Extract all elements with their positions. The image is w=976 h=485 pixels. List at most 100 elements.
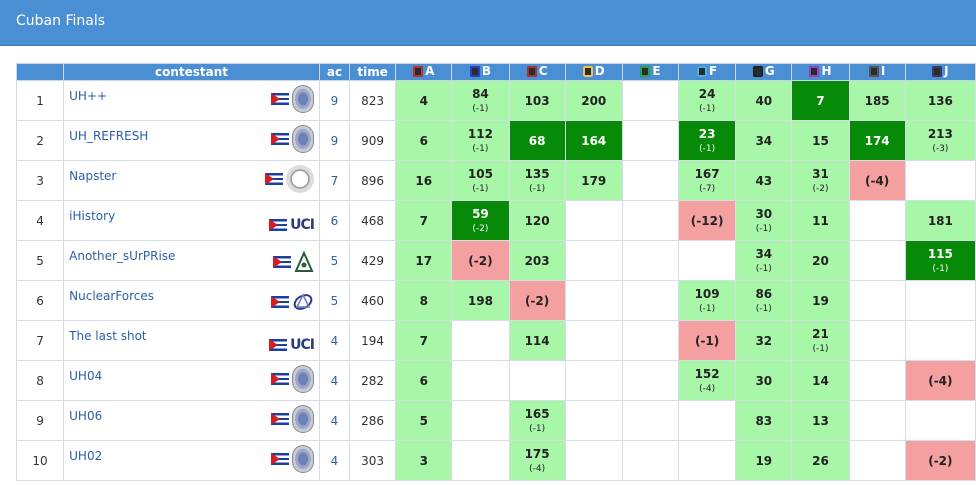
problem-cell-g[interactable]: 30 [735, 360, 793, 401]
problem-cell-g[interactable]: 30 (-1) [735, 200, 793, 241]
problem-cell-i[interactable]: 174 [848, 120, 906, 161]
problem-cell-f[interactable]: 24 (-1) [678, 80, 737, 121]
problem-cell-b[interactable]: (-2) [451, 240, 510, 281]
problem-cell-a[interactable]: 3 [395, 440, 453, 481]
problem-cell-j[interactable]: (-4) [904, 360, 976, 401]
problem-cell-f[interactable]: 109 (-1) [678, 280, 737, 321]
problem-cell-b[interactable]: 105 (-1) [451, 160, 510, 201]
time-header[interactable]: time [349, 63, 397, 81]
contestant-cell: The last shot UCI [63, 320, 320, 361]
problem-cell-f[interactable]: (-1) [678, 320, 737, 361]
problem-cell-d[interactable]: 179 [564, 160, 623, 201]
problem-cell-j[interactable]: 213 (-3) [904, 120, 976, 161]
contestant-name-link[interactable]: UH06 [69, 409, 103, 423]
problem-cell-d[interactable]: 164 [564, 120, 623, 161]
cuba-flag-icon [270, 133, 289, 145]
problem-cell-c[interactable]: 114 [508, 320, 566, 361]
problem-cell-b[interactable]: 59 (-2) [451, 200, 510, 241]
problem-cell-a[interactable]: 7 [395, 320, 453, 361]
problem-cell-c[interactable]: (-2) [508, 280, 566, 321]
problem-cell-f[interactable]: (-12) [678, 200, 737, 241]
problem-cell-g[interactable]: 32 [735, 320, 793, 361]
solve-time: 40 [755, 93, 773, 108]
problem-cell-b[interactable]: 198 [451, 280, 510, 321]
problem-cell-g[interactable]: 86 (-1) [735, 280, 793, 321]
contestant-name-link[interactable]: UH++ [69, 89, 108, 103]
problem-header-d[interactable]: D [564, 63, 623, 81]
problem-cell-d[interactable]: 200 [564, 80, 623, 121]
problem-header-f[interactable]: F [678, 63, 737, 81]
problem-cell-f[interactable]: 23 (-1) [678, 120, 737, 161]
problem-cell-c[interactable]: 135 (-1) [508, 160, 566, 201]
problem-label: D [594, 64, 605, 79]
problem-cell-h[interactable]: 11 [791, 200, 850, 241]
problem-cell-h[interactable]: 13 [791, 400, 850, 441]
problem-cell-h[interactable]: 31 (-2) [791, 160, 850, 201]
problem-cell-j[interactable]: 181 [904, 200, 976, 241]
balloon-icon [413, 65, 424, 77]
problem-header-g[interactable]: G [735, 63, 793, 81]
problem-cell-c[interactable]: 165 (-1) [508, 400, 566, 441]
attempts-count: (-1) [472, 143, 489, 154]
problem-cell-h[interactable]: 14 [791, 360, 850, 401]
contestant-name-link[interactable]: Another_sUrPRise [69, 249, 176, 263]
problem-cell-g[interactable]: 19 [735, 440, 793, 481]
problem-cell-j[interactable]: 115 (-1) [904, 240, 976, 281]
problem-header-h[interactable]: H [791, 63, 850, 81]
problem-cell-h[interactable]: 7 [791, 80, 850, 121]
problem-cell-a[interactable]: 16 [395, 160, 453, 201]
contestant-name-link[interactable]: iHistory [69, 209, 116, 223]
problem-cell-a[interactable]: 4 [395, 80, 453, 121]
problem-cell-b[interactable]: 112 (-1) [451, 120, 510, 161]
problem-cell-g[interactable]: 34 [735, 120, 793, 161]
problem-cell-c[interactable]: 203 [508, 240, 566, 281]
problem-cell-a[interactable]: 8 [395, 280, 453, 321]
problem-cell-h[interactable]: 20 [791, 240, 850, 281]
problem-cell-h[interactable]: 21 (-1) [791, 320, 850, 361]
contestant-cell: UH04 [63, 360, 320, 401]
problem-cell-c[interactable]: 175 (-4) [508, 440, 566, 481]
problem-cell-h[interactable]: 26 [791, 440, 850, 481]
rank-cell: 5 [15, 240, 65, 281]
problem-cell-i[interactable]: 185 [848, 80, 906, 121]
problem-cell-a[interactable]: 17 [395, 240, 453, 281]
ac-header[interactable]: ac [318, 63, 351, 81]
problem-cell-a[interactable]: 7 [395, 200, 453, 241]
problem-cell-j[interactable]: (-2) [904, 440, 976, 481]
contestant-name-link[interactable]: UH_REFRESH [69, 129, 149, 143]
problem-cell-g[interactable]: 43 [735, 160, 793, 201]
problem-header-a[interactable]: A [395, 63, 453, 81]
contestant-name-link[interactable]: NuclearForces [69, 289, 155, 303]
problem-cell-g[interactable]: 40 [735, 80, 793, 121]
problem-cell-c[interactable]: 120 [508, 200, 566, 241]
problem-header-i[interactable]: I [848, 63, 906, 81]
problem-cell-b[interactable]: 84 (-1) [451, 80, 510, 121]
problem-cell-h[interactable]: 15 [791, 120, 850, 161]
problem-cell-i[interactable]: (-4) [848, 160, 906, 201]
problem-header-e[interactable]: E [621, 63, 680, 81]
solve-time: 174 [864, 133, 890, 148]
problem-header-j[interactable]: J [904, 63, 976, 81]
contestant-name-link[interactable]: Napster [69, 169, 117, 183]
contestant-name-link[interactable]: The last shot [69, 329, 147, 343]
problem-cell-h[interactable]: 19 [791, 280, 850, 321]
contestant-name-link[interactable]: UH04 [69, 369, 103, 383]
problem-cell-g[interactable]: 83 [735, 400, 793, 441]
problem-cell-a[interactable]: 6 [395, 120, 453, 161]
problem-cell-a[interactable]: 5 [395, 400, 453, 441]
ac-cell: 7 [318, 160, 351, 201]
problem-cell-f[interactable]: 167 (-7) [678, 160, 737, 201]
problem-cell-g[interactable]: 34 (-1) [735, 240, 793, 281]
cuba-flag-icon [272, 256, 291, 268]
problem-header-b[interactable]: B [451, 63, 510, 81]
problem-cell-j[interactable]: 136 [904, 80, 976, 121]
contestant-name-link[interactable]: UH02 [69, 449, 103, 463]
problem-cell-a[interactable]: 6 [395, 360, 453, 401]
problem-cell-c[interactable]: 68 [508, 120, 566, 161]
solve-time: 30 [755, 373, 773, 388]
time-cell: 429 [349, 240, 397, 281]
contestant-header[interactable]: contestant [63, 63, 320, 81]
problem-cell-f[interactable]: 152 (-4) [678, 360, 737, 401]
problem-header-c[interactable]: C [508, 63, 566, 81]
problem-cell-c[interactable]: 103 [508, 80, 566, 121]
